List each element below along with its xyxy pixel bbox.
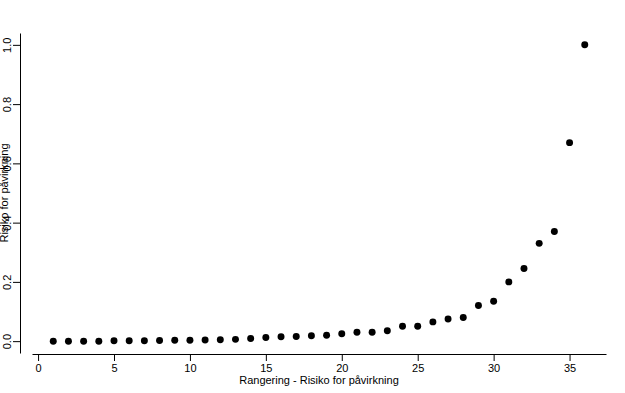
x-axis-line xyxy=(33,354,607,355)
point xyxy=(186,337,193,344)
x-tick-mark xyxy=(266,354,267,361)
x-tick: 0 xyxy=(36,354,42,374)
point xyxy=(95,338,102,345)
point xyxy=(247,335,254,342)
x-tick-label: 10 xyxy=(184,362,196,374)
x-tick: 20 xyxy=(336,354,348,374)
point xyxy=(65,338,72,345)
x-tick: 10 xyxy=(184,354,196,374)
y-tick-mark xyxy=(13,163,20,164)
point xyxy=(308,332,315,339)
y-tick-label: 1.0 xyxy=(1,38,13,53)
x-tick-mark xyxy=(114,354,115,361)
x-tick: 30 xyxy=(488,354,500,374)
point xyxy=(293,333,300,340)
x-tick: 25 xyxy=(412,354,424,374)
point xyxy=(323,332,330,339)
point xyxy=(490,298,497,305)
point xyxy=(80,338,87,345)
y-axis-title: Risiko for påvirkning xyxy=(0,143,10,242)
x-tick-mark xyxy=(190,354,191,361)
x-tick-label: 20 xyxy=(336,362,348,374)
point xyxy=(536,240,543,247)
point xyxy=(414,323,421,330)
y-tick: 0.8 xyxy=(1,97,20,112)
y-tick: 1.0 xyxy=(1,38,20,53)
point xyxy=(445,315,452,322)
y-tick: 0.2 xyxy=(1,275,20,290)
x-tick-label: 30 xyxy=(488,362,500,374)
x-tick-label: 35 xyxy=(564,362,576,374)
y-tick: 0.0 xyxy=(1,334,20,349)
x-tick-mark xyxy=(570,354,571,361)
y-axis-line xyxy=(20,34,21,354)
x-axis-title: Rangering - Risiko for påvirkning xyxy=(239,374,399,386)
x-tick-label: 25 xyxy=(412,362,424,374)
x-tick-mark xyxy=(418,354,419,361)
point xyxy=(50,338,57,345)
point xyxy=(202,336,209,343)
x-tick: 5 xyxy=(111,354,117,374)
point xyxy=(384,327,391,334)
point xyxy=(171,337,178,344)
point xyxy=(126,337,133,344)
point xyxy=(217,336,224,343)
point xyxy=(399,323,406,330)
y-tick-mark xyxy=(13,282,20,283)
x-tick: 35 xyxy=(564,354,576,374)
x-tick-mark xyxy=(494,354,495,361)
point xyxy=(475,302,482,309)
y-tick-mark xyxy=(13,223,20,224)
point xyxy=(581,41,588,48)
y-tick-label: 0.0 xyxy=(1,334,13,349)
point xyxy=(141,337,148,344)
point xyxy=(566,139,573,146)
point xyxy=(111,337,118,344)
y-tick-label: 0.8 xyxy=(1,97,13,112)
x-tick-mark xyxy=(38,354,39,361)
point xyxy=(262,334,269,341)
point xyxy=(353,329,360,336)
point xyxy=(156,337,163,344)
point xyxy=(551,228,558,235)
x-tick-label: 0 xyxy=(36,362,42,374)
point xyxy=(521,265,528,272)
x-tick: 15 xyxy=(260,354,272,374)
point xyxy=(429,318,436,325)
x-tick-label: 5 xyxy=(111,362,117,374)
chart: 051015202530350.00.20.40.60.81.0Rangerin… xyxy=(0,0,625,393)
x-tick-label: 15 xyxy=(260,362,272,374)
point xyxy=(505,278,512,285)
point xyxy=(460,314,467,321)
x-tick-mark xyxy=(342,354,343,361)
point xyxy=(338,330,345,337)
y-tick-mark xyxy=(13,45,20,46)
x-axis: 0 5 10 15 20 25 30 35 xyxy=(33,354,607,374)
y-tick-label: 0.2 xyxy=(1,275,13,290)
point xyxy=(369,329,376,336)
points xyxy=(50,41,588,344)
y-tick-mark xyxy=(13,341,20,342)
y-tick-mark xyxy=(13,104,20,105)
point xyxy=(278,333,285,340)
point xyxy=(232,336,239,343)
